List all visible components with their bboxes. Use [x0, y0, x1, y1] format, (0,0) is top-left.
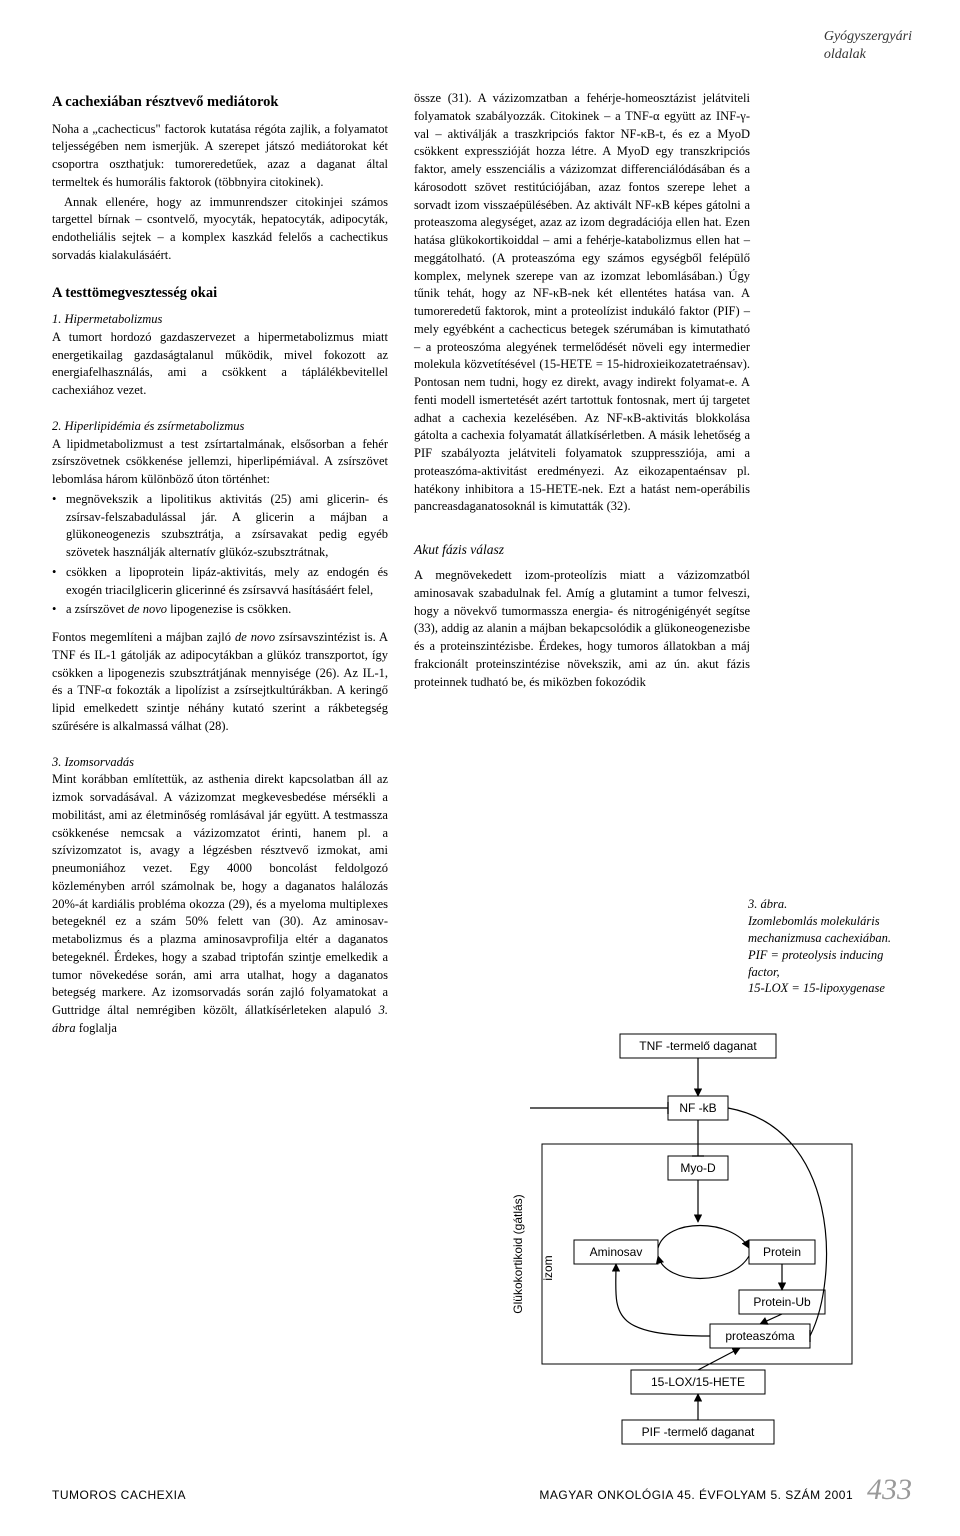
para: össze (31). A vázizomzatban a fehérje-ho…	[414, 90, 750, 516]
subhead-1: 1. Hipermetabolizmus	[52, 311, 388, 329]
list-item: megnövekszik a lipolitikus aktivitás (25…	[52, 491, 388, 562]
bullet-list: megnövekszik a lipolitikus aktivitás (25…	[52, 491, 388, 619]
caption-line: Izomlebomlás molekuláris mechanizmusa ca…	[748, 913, 918, 947]
caption-line: 15-LOX = 15-lipoxygenase	[748, 980, 918, 997]
header-line-2: oldalak	[824, 46, 912, 64]
figure-caption: 3. ábra. Izomlebomlás molekuláris mechan…	[748, 896, 918, 997]
para: A megnövekedett izom-proteolízis miatt a…	[414, 567, 750, 691]
header-line-1: Gyógyszergyári	[824, 28, 912, 46]
svg-text:TNF -termelő daganat: TNF -termelő daganat	[639, 1039, 757, 1053]
footer-left: TUMOROS CACHEXIA	[52, 1487, 186, 1504]
subhead-2: 2. Hiperlipidémia és zsírmetabolizmus	[52, 418, 388, 436]
footer-right: MAGYAR ONKOLÓGIA 45. ÉVFOLYAM 5. SZÁM 20…	[539, 1469, 912, 1512]
svg-text:izom: izom	[541, 1255, 555, 1280]
caption-line: PIF = proteolysis inducing factor,	[748, 947, 918, 981]
svg-text:Glükokortikoid (gátlás): Glükokortikoid (gátlás)	[511, 1194, 525, 1313]
figure-3-diagram: TNF -termelő daganat NF -kB Myo-D Aminosav P…	[430, 1034, 910, 1454]
subhead-akut: Akut fázis válasz	[414, 540, 750, 559]
svg-text:Myo-D: Myo-D	[680, 1161, 716, 1175]
para: A tumort hordozó gazdaszervezet a hiperm…	[52, 329, 388, 400]
subhead-3: 3. Izomsorvadás	[52, 754, 388, 772]
column-left: A cachexiában résztvevő mediátorok Noha …	[52, 90, 388, 1040]
svg-text:Aminosav: Aminosav	[590, 1245, 643, 1259]
para: Mint korábban említettük, az asthenia di…	[52, 771, 388, 1037]
page-footer: TUMOROS CACHEXIA MAGYAR ONKOLÓGIA 45. ÉV…	[52, 1469, 912, 1512]
running-header: Gyógyszergyári oldalak	[824, 28, 912, 63]
para: Noha a „cachecticus" factorok kutatása r…	[52, 121, 388, 192]
heading-mediators: A cachexiában résztvevő mediátorok	[52, 92, 388, 113]
svg-text:NF -kB: NF -kB	[679, 1101, 716, 1115]
column-right: össze (31). A vázizomzatban a fehérje-ho…	[414, 90, 750, 1040]
para: Fontos megemlíteni a májban zajló de nov…	[52, 629, 388, 736]
svg-text:Protein-Ub: Protein-Ub	[753, 1295, 811, 1309]
heading-weightloss: A testtömegvesztesség okai	[52, 283, 388, 304]
svg-text:Protein: Protein	[763, 1245, 801, 1259]
page-number: 433	[867, 1473, 912, 1506]
diagram-svg: TNF -termelő daganat NF -kB Myo-D Aminosav P…	[430, 1034, 910, 1454]
svg-text:15-LOX/15-HETE: 15-LOX/15-HETE	[651, 1375, 745, 1389]
svg-text:proteaszóma: proteaszóma	[725, 1329, 795, 1343]
list-item: a zsírszövet de novo lipogenezise is csö…	[52, 601, 388, 619]
list-item: csökken a lipoprotein lipáz-aktivitás, m…	[52, 564, 388, 600]
caption-line: 3. ábra.	[748, 896, 918, 913]
para: Annak ellenére, hogy az immunrendszer ci…	[52, 194, 388, 265]
para: A lipidmetabolizmust a test zsírtartalmá…	[52, 436, 388, 489]
svg-text:PIF -termelő daganat: PIF -termelő daganat	[642, 1425, 755, 1439]
